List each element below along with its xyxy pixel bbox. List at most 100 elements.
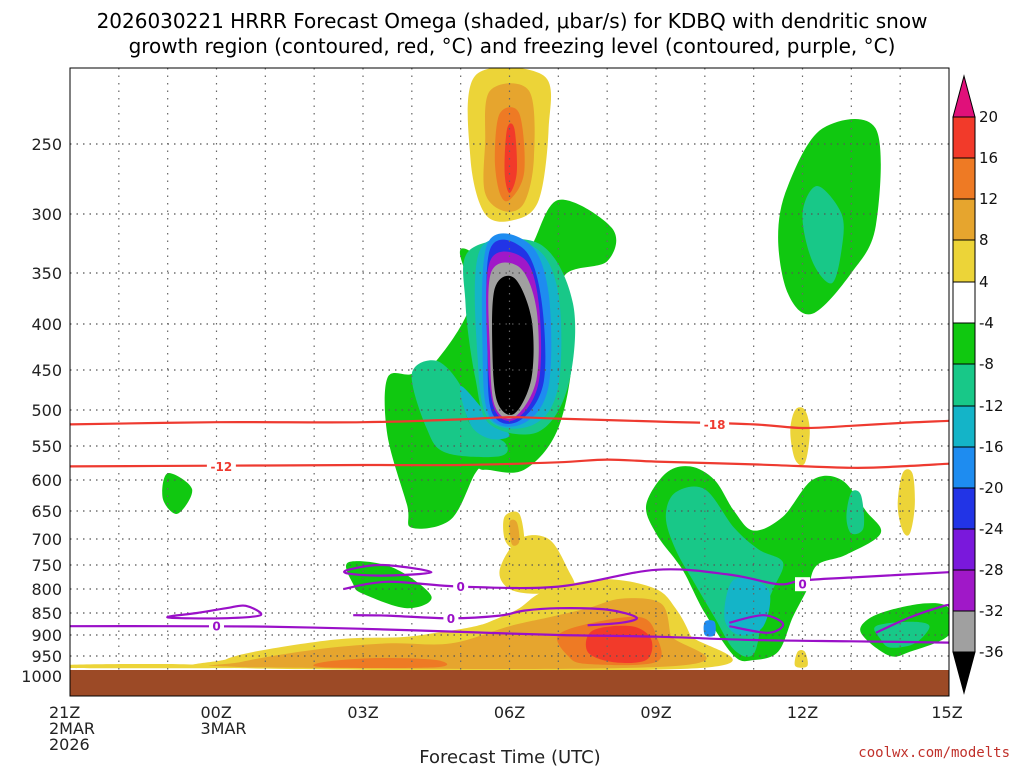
freezing-contour-1 <box>343 568 949 591</box>
contour-lines: -18 -12 0 0 0 0 <box>70 416 949 644</box>
x-tick-0-line1: 2MAR <box>49 719 95 738</box>
y-tick-900: 900 <box>31 626 62 645</box>
credit-text: coolwx.com/modelts <box>858 745 1010 761</box>
omega-region-35 <box>70 663 250 669</box>
omega-region-28 <box>313 657 448 668</box>
colorbar-swatch-12 <box>952 610 976 653</box>
omega-region-36 <box>794 650 808 668</box>
omega-region-20 <box>846 490 865 535</box>
omega-region-33 <box>790 407 810 466</box>
colorbar-swatch-2 <box>952 198 976 241</box>
freezing-contour-3 <box>353 607 638 627</box>
omega-shading <box>70 68 949 671</box>
colorbar-swatch-5 <box>952 322 976 365</box>
freezing-label-0: 0 <box>212 620 220 634</box>
freezing-label-1: 0 <box>456 580 464 594</box>
x-tick-0-line0: 21Z <box>49 703 80 722</box>
colorbar-tick-6: -8 <box>979 355 994 373</box>
omega-region-13 <box>492 275 534 415</box>
y-tick-250: 250 <box>31 135 62 154</box>
plot-frame <box>69 67 950 697</box>
freezing-label-bg-2 <box>795 577 810 592</box>
colorbar-tick-3: 8 <box>979 231 989 249</box>
colorbar-tick-10: -24 <box>979 520 1004 538</box>
colorbar-swatch-10 <box>952 528 976 571</box>
freezing-label-bg-3 <box>443 611 459 626</box>
dgz-label-1: -12 <box>211 460 233 474</box>
dgz-label-bg-1 <box>206 459 236 474</box>
colorbar-swatch-8 <box>952 446 976 489</box>
gridlines <box>70 68 949 677</box>
freezing-label-bg-0 <box>209 619 224 634</box>
y-tick-350: 350 <box>31 264 62 283</box>
omega-region-32 <box>509 519 520 546</box>
colorbar-swatch-11 <box>952 569 976 612</box>
colorbar-tick-5: -4 <box>979 314 994 332</box>
y-tick-600: 600 <box>31 471 62 490</box>
colorbar-swatch-7 <box>952 405 976 448</box>
y-tick-300: 300 <box>31 205 62 224</box>
y-tick-700: 700 <box>31 530 62 549</box>
freezing-contour-6 <box>729 614 785 634</box>
y-tick-850: 850 <box>31 604 62 623</box>
x-tick-9-line0: 06Z <box>494 703 525 722</box>
dgz-label-0: -18 <box>704 418 726 432</box>
y-tick-950: 950 <box>31 647 62 666</box>
x-tick-12-line0: 09Z <box>640 703 671 722</box>
colorbar-swatch-6 <box>952 363 976 407</box>
colorbar-tick-0: 20 <box>979 108 998 126</box>
colorbar-top-arrow <box>952 74 976 118</box>
freezing-contour-4 <box>166 604 263 620</box>
colorbar-tick-7: -12 <box>979 397 1004 415</box>
y-tick-450: 450 <box>31 361 62 380</box>
dgz-label-bg-0 <box>700 417 730 432</box>
chart-title: 2026030221 HRRR Forecast Omega (shaded, … <box>97 9 928 33</box>
colorbar-tick-4: 4 <box>979 273 989 291</box>
y-tick-550: 550 <box>31 437 62 456</box>
omega-region-3 <box>504 123 518 193</box>
x-tick-6-line0: 03Z <box>347 703 378 722</box>
dgz-contour-1 <box>70 458 949 469</box>
colorbar-tick-11: -28 <box>979 561 1004 579</box>
colorbar: 20 16 12 8 4 -4 -8 -12 -16 -20 -24 -28 -32 -36 <box>952 74 1004 695</box>
plot-area: -18 -12 0 0 0 0 <box>69 67 950 697</box>
colorbar-tick-13: -36 <box>979 643 1004 661</box>
colorbar-swatch-4 <box>952 281 976 324</box>
freezing-label-2: 0 <box>798 578 806 592</box>
x-axis-label: Forecast Time (UTC) <box>419 747 600 768</box>
freezing-label-bg-1 <box>453 579 469 594</box>
dgz-contour-0 <box>70 416 949 430</box>
omega-region-26 <box>499 535 575 594</box>
colorbar-tick-12: -32 <box>979 602 1004 620</box>
colorbar-tick-1: 16 <box>979 149 998 167</box>
colorbar-swatch-9 <box>952 487 976 530</box>
ground-surface <box>70 670 949 696</box>
omega-region-22 <box>802 186 844 284</box>
colorbar-tick-9: -20 <box>979 479 1004 497</box>
x-tick-18-line0: 15Z <box>931 703 962 722</box>
omega-region-34 <box>897 469 915 536</box>
x-tick-15-line0: 12Z <box>787 703 818 722</box>
omega-region-14 <box>162 473 193 514</box>
omega-region-19 <box>703 620 716 637</box>
y-tick-800: 800 <box>31 580 62 599</box>
chart-subtitle: growth region (contoured, red, °C) and f… <box>129 34 896 58</box>
colorbar-swatch-3 <box>952 239 976 283</box>
omega-region-15 <box>345 561 432 609</box>
freezing-contour-5 <box>343 563 433 577</box>
x-tick-3-line1: 3MAR <box>201 719 247 738</box>
freezing-label-3: 0 <box>447 612 455 626</box>
colorbar-swatch-0 <box>952 116 976 159</box>
colorbar-bottom-arrow <box>952 651 976 695</box>
x-tick-0-line2: 2026 <box>49 735 90 754</box>
omega-region-5 <box>411 360 508 458</box>
y-axis-ticks: 250 300 350 400 450 500 550 600 650 700 750 800 850 9… <box>21 135 62 686</box>
y-tick-400: 400 <box>31 315 62 334</box>
y-tick-500: 500 <box>31 401 62 420</box>
omega-region-30 <box>585 625 653 663</box>
y-tick-750: 750 <box>31 556 62 575</box>
y-tick-650: 650 <box>31 502 62 521</box>
colorbar-swatch-1 <box>952 157 976 200</box>
